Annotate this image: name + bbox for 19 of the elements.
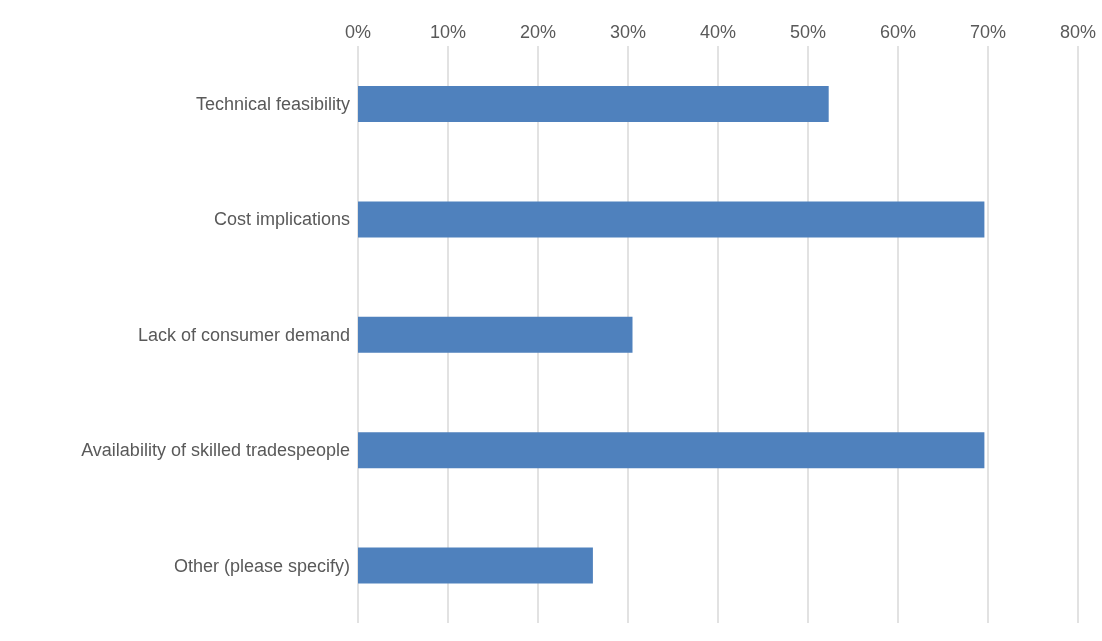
y-tick-label: Cost implications [213,209,350,230]
x-tick-label: 20% [519,22,557,42]
x-tick-label: 10% [429,22,467,42]
bar [358,86,829,122]
y-tick-label: Technical feasibility [195,94,350,115]
y-tick-label: Other (please specify) [173,555,350,576]
y-tick-label: Lack of consumer demand [137,324,350,345]
x-tick-label: 70% [969,22,1007,42]
bar [358,316,633,353]
x-tick-label: 60% [879,22,917,42]
x-tick-label: 50% [789,22,827,42]
x-tick-label: 80% [1059,22,1097,42]
bar [358,432,985,469]
bar [358,201,985,238]
bar [358,547,593,584]
x-tick-label: 0% [344,22,372,42]
y-tick-label: Availability of skilled tradespeople [81,440,350,461]
x-tick-label: 40% [699,22,737,42]
x-tick-label: 30% [609,22,647,42]
